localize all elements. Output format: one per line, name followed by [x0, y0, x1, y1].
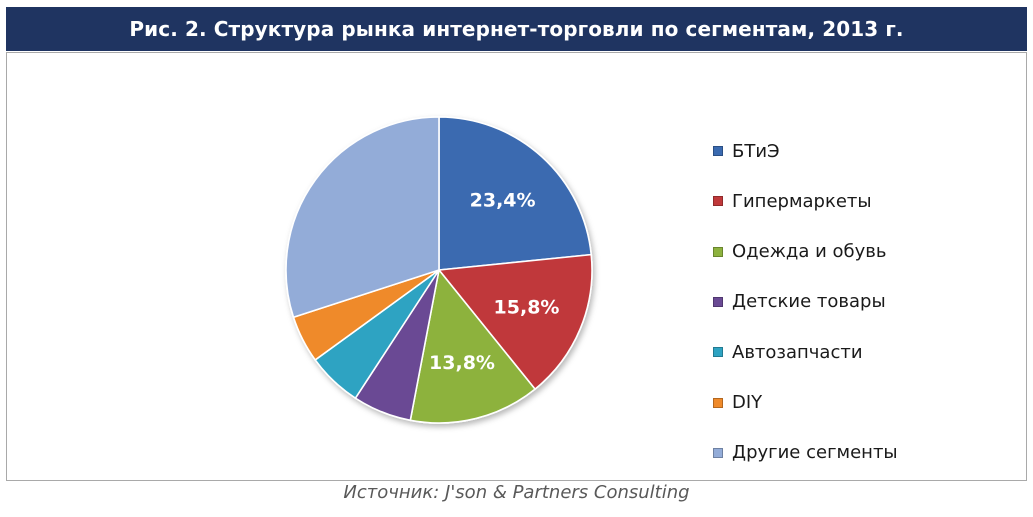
chart-title: Рис. 2. Структура рынка интернет-торговл…	[6, 7, 1027, 51]
data-label-2: 15,8%	[494, 297, 560, 319]
legend-label: Автозапчасти	[732, 341, 863, 363]
legend-item-3: Одежда и обувь	[713, 240, 887, 264]
legend-label: Гипермаркеты	[732, 190, 872, 212]
legend-swatch	[713, 447, 723, 458]
legend-swatch	[713, 146, 723, 156]
legend-swatch	[713, 246, 723, 257]
legend-item-4: Детские товары	[713, 290, 886, 314]
legend-label: Другие сегменты	[732, 442, 898, 464]
pie-slice-1	[438, 116, 593, 271]
source-note: Источник: J'son & Partners Consulting	[343, 482, 690, 503]
legend-item-6: DIY	[713, 391, 762, 415]
pie-slice-7	[285, 116, 440, 319]
legend-label: БТиЭ	[732, 140, 780, 162]
pie-slice-2	[437, 253, 593, 391]
pie-slice-3	[409, 268, 537, 424]
legend-swatch	[713, 397, 723, 408]
legend-label: Одежда и обувь	[732, 241, 887, 263]
pie-chart: 23,4% 15,8% 13,8%	[285, 116, 593, 424]
legend-label: DIY	[732, 392, 763, 413]
chart-area: 23,4% 15,8% 13,8% БТиЭ Гипермаркеты Одежда и…	[6, 52, 1027, 481]
legend-swatch	[713, 296, 723, 307]
legend-swatch	[713, 196, 723, 207]
legend-label: Детские товары	[732, 291, 886, 313]
pie-slices	[285, 116, 593, 424]
legend-item-5: Автозапчасти	[713, 340, 863, 364]
data-label-1: 23,4%	[470, 190, 536, 212]
legend-item-7: Другие сегменты	[713, 441, 898, 465]
legend-swatch	[713, 347, 723, 358]
legend-item-1: БТиЭ	[713, 139, 780, 163]
data-label-3: 13,8%	[429, 352, 495, 374]
pie-data-labels: 23,4% 15,8% 13,8%	[429, 190, 559, 374]
legend-item-2: Гипермаркеты	[713, 189, 872, 213]
